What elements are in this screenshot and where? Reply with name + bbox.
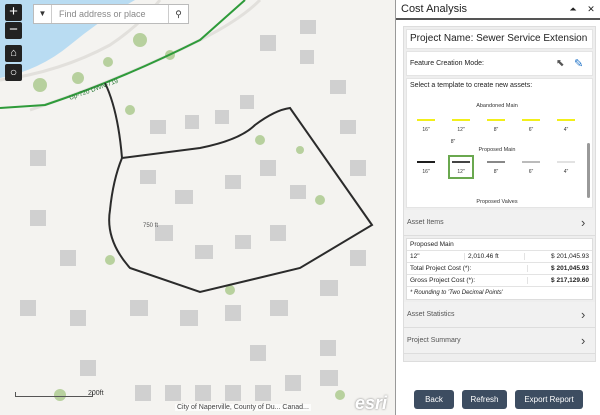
template-swatch[interactable] — [448, 155, 474, 179]
search-input[interactable]: Find address or place — [59, 9, 146, 19]
chevron-right-icon: › — [581, 333, 586, 348]
stray-label: 8" — [450, 139, 456, 145]
item-size: 12" — [407, 253, 465, 260]
gross-label: Gross Project Cost (*): — [407, 277, 528, 284]
item-length: 2,010.46 ft — [465, 253, 525, 260]
template-swatch[interactable] — [413, 113, 439, 137]
total-label: Total Project Cost (*): — [407, 265, 528, 272]
chevron-right-icon: › — [581, 215, 586, 230]
swatch-size-label: 6" — [528, 127, 534, 133]
item-cost: $ 201,045.93 — [551, 253, 589, 260]
swatch-size-label: 6" — [528, 169, 534, 175]
swatch-size-label: 12" — [457, 169, 465, 175]
scale-bar — [15, 392, 93, 397]
swatch-size-label: 12" — [457, 127, 465, 133]
scale-label: 200ft — [88, 390, 104, 397]
cost-analysis-panel: Cost Analysis ⏶ ✕ Project Name: Sewer Se… — [395, 0, 600, 415]
template-swatch[interactable] — [483, 113, 509, 137]
project-summary-label: Project Summary — [407, 337, 461, 344]
table-row: 12" 2,010.46 ft $ 201,045.93 — [407, 251, 592, 263]
close-icon[interactable]: ✕ — [587, 3, 595, 14]
template-swatch[interactable] — [413, 155, 439, 179]
search-widget[interactable]: ▼ Find address or place ⚲ — [33, 4, 189, 24]
back-button[interactable]: Back — [414, 390, 454, 409]
swatch-line — [487, 119, 505, 121]
template-swatch[interactable] — [518, 113, 544, 137]
swatch-line — [452, 161, 470, 163]
template-swatch[interactable] — [518, 155, 544, 179]
swatch-line — [557, 161, 575, 163]
pencil-icon[interactable]: ✎ — [574, 58, 584, 70]
feature-mode-label: Feature Creation Mode: — [410, 60, 484, 67]
feature-creation-mode: Feature Creation Mode: ⬉ ✎ — [406, 51, 593, 76]
collapse-icon[interactable]: ⏶ — [569, 3, 577, 14]
template-swatch[interactable] — [448, 113, 474, 137]
template-swatch[interactable] — [483, 155, 509, 179]
swatch-line — [417, 119, 435, 121]
attribution[interactable]: City of Naperville, County of Du... Cana… — [175, 404, 311, 411]
asset-statistics-section[interactable]: Asset Statistics › — [404, 302, 595, 328]
buildings — [20, 20, 366, 401]
template-swatch[interactable] — [553, 155, 579, 179]
gross-cost: $ 217,129.60 — [551, 277, 589, 284]
swatch-line — [522, 161, 540, 163]
map-view[interactable]: Up-720 DWN-719 750 ft + − ⌂ ○ ▼ Find add… — [0, 0, 395, 415]
home-icon: ⌂ — [10, 47, 17, 59]
group-proposed-main: Proposed Main — [478, 147, 516, 153]
template-picker: Select a template to create new assets: … — [406, 78, 593, 208]
scrollbar[interactable] — [587, 143, 590, 198]
total-cost: $ 201,045.93 — [551, 265, 589, 272]
locate-circle-icon: ○ — [9, 65, 18, 79]
swatch-size-label: 16" — [422, 169, 430, 175]
rounding-note: * Rounding to 'Two Decimal Points' — [410, 290, 503, 296]
swatch-line — [487, 161, 505, 163]
locate-button[interactable]: ○ — [5, 64, 22, 81]
asset-items-table: Proposed Main 12" 2,010.46 ft $ 201,045.93… — [406, 238, 593, 300]
search-icon: ⚲ — [175, 9, 182, 19]
trees — [33, 33, 345, 401]
item-group: Proposed Main — [410, 241, 454, 248]
caret-down-icon: ▼ — [38, 9, 47, 18]
project-name: Project Name: Sewer Service Extension — [406, 29, 593, 49]
panel-header: Cost Analysis ⏶ ✕ — [396, 0, 600, 20]
swatch-size-label: 8" — [493, 169, 499, 175]
swatch-size-label: 8" — [493, 127, 499, 133]
group-abandoned-main: Abandoned Main — [476, 103, 518, 109]
project-outline[interactable] — [104, 82, 374, 294]
select-cursor-icon[interactable]: ⬉ — [556, 58, 565, 69]
swatch-line — [452, 119, 470, 121]
asset-statistics-label: Asset Statistics — [407, 311, 455, 318]
swatch-size-label: 4" — [563, 169, 569, 175]
swatch-line — [417, 161, 435, 163]
basemap: Up-720 DWN-719 750 ft — [0, 0, 374, 401]
chevron-right-icon: › — [581, 307, 586, 322]
home-button[interactable]: ⌂ — [5, 45, 22, 62]
template-prompt: Select a template to create new assets: — [410, 82, 533, 89]
swatch-size-label: 16" — [422, 127, 430, 133]
source-dropdown[interactable]: ▼ — [34, 5, 52, 23]
panel-body: Project Name: Sewer Service Extension Fe… — [403, 26, 596, 362]
zoom-out-button[interactable]: − — [5, 22, 22, 39]
swatch-size-label: 4" — [563, 127, 569, 133]
swatch-line — [557, 119, 575, 121]
esri-logo: esri — [355, 393, 388, 413]
project-summary-section[interactable]: Project Summary › — [404, 328, 595, 354]
area-label: 750 ft — [143, 223, 158, 229]
asset-items-label: Asset Items — [407, 219, 444, 226]
search-button[interactable]: ⚲ — [168, 5, 188, 23]
zoom-in-button[interactable]: + — [5, 4, 22, 21]
swatch-line — [522, 119, 540, 121]
sewer-pipe-line[interactable] — [0, 0, 246, 109]
export-report-button[interactable]: Export Report — [515, 390, 583, 409]
group-proposed-valves: Proposed Valves — [476, 199, 518, 205]
asset-items-section[interactable]: Asset Items › — [404, 210, 595, 236]
refresh-button[interactable]: Refresh — [462, 390, 507, 409]
template-swatch[interactable] — [553, 113, 579, 137]
panel-title: Cost Analysis — [401, 3, 468, 15]
